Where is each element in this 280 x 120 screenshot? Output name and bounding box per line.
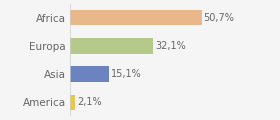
- Text: 50,7%: 50,7%: [204, 13, 234, 23]
- Bar: [70, 10, 202, 25]
- Bar: [70, 66, 109, 82]
- Text: 15,1%: 15,1%: [111, 69, 142, 79]
- Bar: [70, 95, 75, 110]
- Bar: [70, 38, 153, 54]
- Text: 2,1%: 2,1%: [78, 97, 102, 107]
- Text: 32,1%: 32,1%: [155, 41, 186, 51]
